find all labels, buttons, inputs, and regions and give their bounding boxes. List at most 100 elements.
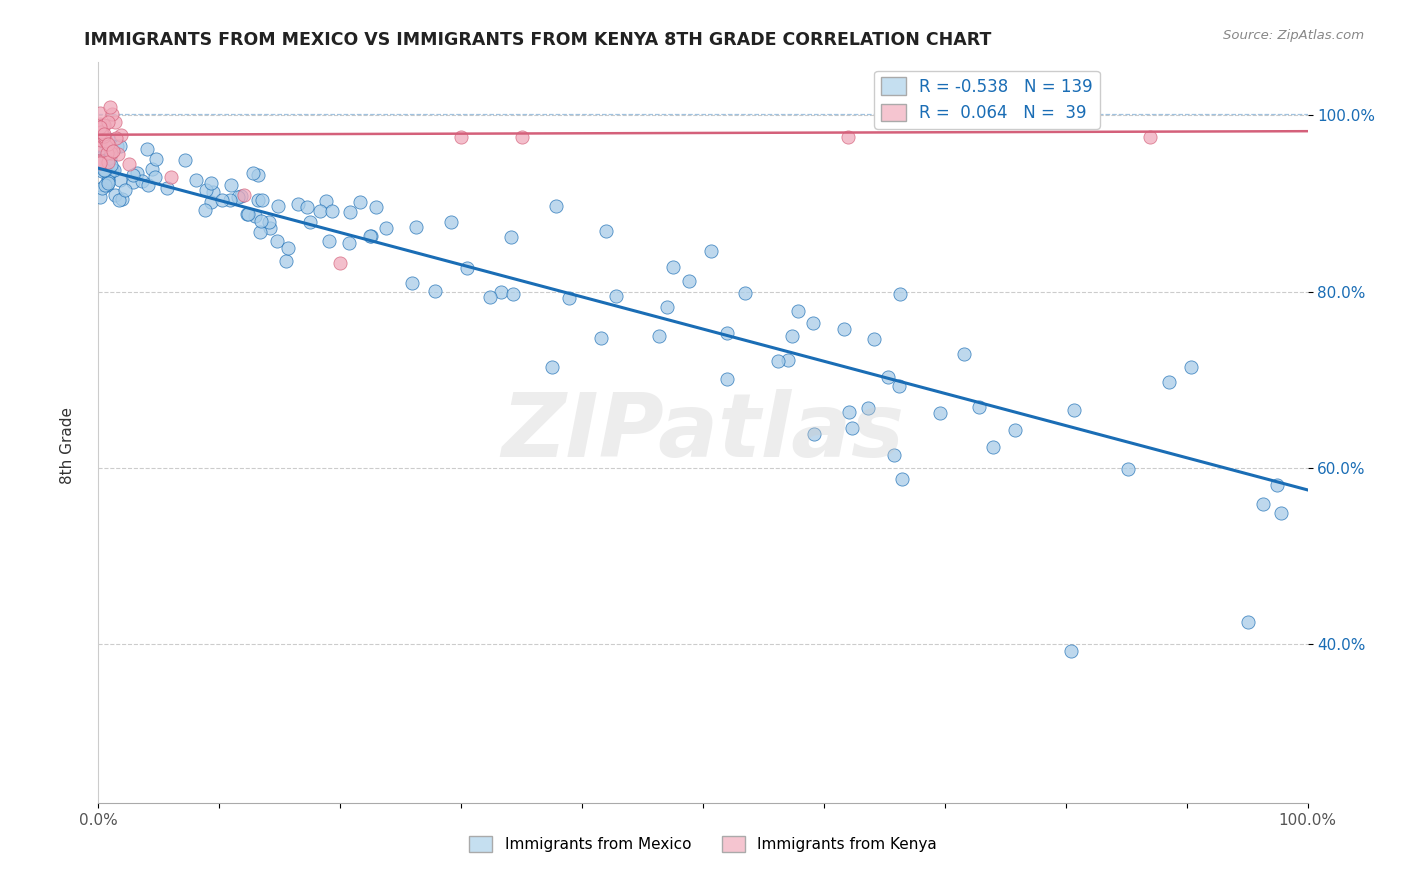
Point bbox=[89, 126, 111, 140]
Point bbox=[257, 215, 280, 229]
Point bbox=[274, 254, 297, 268]
Point bbox=[655, 300, 678, 314]
Point bbox=[97, 173, 120, 187]
Point bbox=[803, 426, 825, 441]
Point bbox=[661, 260, 683, 275]
Point bbox=[259, 221, 281, 235]
Point bbox=[1060, 644, 1083, 658]
Point bbox=[315, 194, 337, 208]
Point bbox=[211, 193, 233, 207]
Point bbox=[195, 183, 218, 197]
Point bbox=[456, 261, 478, 276]
Point bbox=[250, 193, 273, 207]
Point bbox=[228, 190, 250, 204]
Point bbox=[337, 236, 360, 251]
Point bbox=[716, 326, 738, 341]
Point bbox=[242, 165, 264, 179]
Point bbox=[321, 203, 343, 218]
Point bbox=[716, 372, 738, 386]
Point bbox=[1116, 462, 1139, 476]
Point bbox=[89, 153, 111, 168]
Point bbox=[96, 155, 118, 169]
Text: ZIPatlas: ZIPatlas bbox=[502, 389, 904, 476]
Point bbox=[229, 189, 252, 203]
Point bbox=[90, 132, 112, 146]
Point bbox=[491, 285, 513, 300]
Point bbox=[93, 153, 115, 168]
Point bbox=[93, 128, 115, 142]
Point bbox=[90, 128, 112, 142]
Point bbox=[89, 137, 111, 152]
Point bbox=[405, 219, 427, 234]
Point bbox=[499, 230, 522, 244]
Point bbox=[98, 140, 121, 154]
Point bbox=[883, 448, 905, 462]
Point bbox=[734, 285, 756, 300]
Point bbox=[832, 322, 855, 336]
Point bbox=[318, 234, 340, 248]
Point bbox=[890, 472, 912, 486]
Point bbox=[299, 215, 322, 229]
Point bbox=[787, 304, 810, 318]
Point bbox=[247, 194, 270, 208]
Point bbox=[502, 287, 524, 301]
Point bbox=[94, 178, 117, 192]
Point bbox=[141, 162, 163, 177]
Point bbox=[359, 229, 381, 244]
Point bbox=[309, 203, 332, 218]
Point bbox=[89, 105, 111, 120]
Point bbox=[97, 115, 120, 129]
Point bbox=[89, 138, 111, 153]
Point bbox=[98, 165, 121, 179]
Point bbox=[174, 153, 197, 168]
Point bbox=[105, 131, 128, 145]
Point bbox=[360, 228, 382, 243]
Point bbox=[131, 174, 153, 188]
Point bbox=[780, 328, 803, 343]
Point bbox=[89, 155, 111, 169]
Point bbox=[510, 130, 533, 145]
Point bbox=[863, 332, 886, 346]
Point bbox=[889, 379, 911, 393]
Point bbox=[103, 162, 125, 177]
Point bbox=[243, 210, 266, 224]
Point bbox=[114, 183, 136, 197]
Point bbox=[236, 206, 259, 220]
Point bbox=[96, 134, 118, 148]
Point bbox=[89, 120, 111, 134]
Point bbox=[91, 130, 114, 145]
Point bbox=[540, 359, 562, 374]
Point bbox=[89, 156, 111, 170]
Text: Source: ZipAtlas.com: Source: ZipAtlas.com bbox=[1223, 29, 1364, 42]
Point bbox=[108, 139, 131, 153]
Point bbox=[91, 180, 114, 194]
Point bbox=[101, 144, 124, 158]
Point bbox=[200, 194, 222, 209]
Point bbox=[160, 169, 183, 184]
Point bbox=[91, 149, 114, 163]
Point bbox=[329, 256, 352, 270]
Point bbox=[1270, 506, 1292, 520]
Point bbox=[93, 128, 115, 143]
Point bbox=[200, 176, 222, 190]
Point bbox=[1063, 403, 1085, 417]
Point bbox=[1157, 375, 1180, 389]
Point bbox=[953, 347, 976, 361]
Point bbox=[605, 288, 627, 302]
Point bbox=[276, 241, 298, 255]
Point bbox=[96, 146, 118, 161]
Point bbox=[89, 154, 111, 169]
Point bbox=[100, 159, 122, 173]
Point bbox=[841, 421, 863, 435]
Point bbox=[105, 138, 128, 153]
Point bbox=[104, 115, 127, 129]
Text: IMMIGRANTS FROM MEXICO VS IMMIGRANTS FROM KENYA 8TH GRADE CORRELATION CHART: IMMIGRANTS FROM MEXICO VS IMMIGRANTS FRO… bbox=[84, 31, 991, 49]
Point bbox=[837, 130, 859, 145]
Point bbox=[98, 152, 121, 166]
Point bbox=[1180, 359, 1202, 374]
Point bbox=[544, 198, 567, 212]
Point bbox=[96, 178, 118, 193]
Point bbox=[91, 118, 114, 132]
Point bbox=[93, 162, 115, 177]
Point bbox=[479, 290, 502, 304]
